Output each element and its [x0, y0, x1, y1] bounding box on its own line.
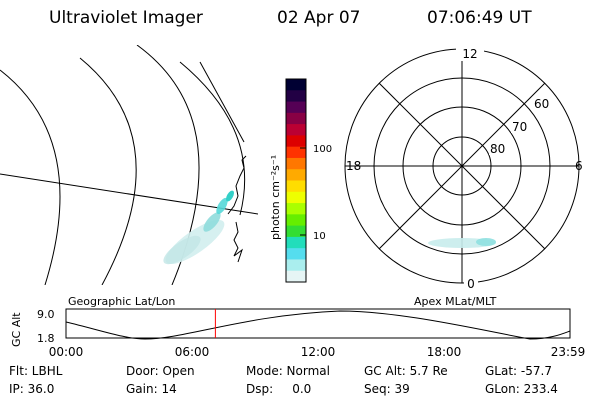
app-title: Ultraviolet Imager: [49, 8, 203, 28]
colorbar-unit-label: photon cm⁻²s⁻¹: [269, 155, 282, 240]
colorbar-swatch: [286, 101, 306, 114]
colorbar-swatch: [286, 259, 306, 272]
colorbar-swatch: [286, 157, 306, 170]
lat-label-70: 70: [512, 120, 527, 134]
colorbar-swatch: [286, 112, 306, 125]
colorbar-swatch: [286, 146, 306, 159]
mlt-label-12: 12: [462, 47, 477, 61]
filter-label: Flt: LBHL: [9, 364, 63, 378]
seq-label: Seq: 39: [364, 382, 410, 396]
colorbar-tick-100: 100: [313, 144, 332, 155]
colorbar-ticks: 100 10 photon cm⁻²s⁻¹: [269, 144, 332, 242]
colorbar-swatch: [286, 225, 306, 238]
orbit-xtick-1800: 18:00: [427, 345, 462, 359]
orbit-altitude-plot: GC Alt 9.0 1.8 00:00 06:00 12:00 18:00 2…: [10, 308, 585, 359]
colorbar-swatch: [286, 214, 306, 227]
apex-panel-label: Apex MLat/MLT: [414, 295, 497, 308]
terminator-line: [199, 61, 245, 143]
lat-arc-1: [0, 69, 61, 285]
colorbar-tick-10: 10: [313, 231, 326, 242]
lat-label-80: 80: [490, 142, 505, 156]
orbit-xtick-0000: 00:00: [49, 345, 84, 359]
orbit-ytick-min: 1.8: [37, 332, 55, 345]
orbit-ylabel: GC Alt: [10, 312, 23, 347]
colorbar: [285, 78, 307, 283]
mode-label: Mode: Normal: [246, 364, 330, 378]
glon-label: GLon: 233.4: [485, 382, 558, 396]
ip-label: IP: 36.0: [9, 382, 55, 396]
time-label: 07:06:49 UT: [427, 8, 532, 28]
colorbar-swatch: [286, 203, 306, 215]
geographic-map: [0, 45, 258, 285]
colorbar-swatch: [286, 79, 306, 91]
coastline: [227, 155, 247, 263]
altitude-curve: [65, 310, 571, 340]
lat-label-60: 60: [534, 97, 549, 111]
gc-alt-label: GC Alt: 5.7 Re: [364, 364, 448, 378]
lat-arc-2: [79, 57, 137, 285]
colorbar-swatch: [286, 90, 306, 103]
colorbar-swatch: [286, 124, 306, 136]
geographic-panel-label: Geographic Lat/Lon: [68, 295, 175, 308]
mlt-label-18: 18: [346, 159, 361, 173]
date-label: 02 Apr 07: [277, 8, 361, 28]
colorbar-swatch: [286, 135, 306, 148]
aurora-emission: [163, 190, 234, 265]
mlt-label-6: 6: [575, 159, 583, 173]
dsp-label: Dsp: 0.0: [246, 382, 312, 396]
glat-label: GLat: -57.7: [485, 364, 552, 378]
longitude-line: [0, 173, 258, 215]
polar-plot: 12 0 18 6 60 70 80: [344, 47, 583, 291]
orbit-xtick-2359: 23:59: [551, 345, 586, 359]
colorbar-swatch: [286, 236, 306, 249]
colorbar-swatch: [286, 169, 306, 182]
colorbar-swatch: [286, 180, 306, 193]
orbit-xtick-1200: 12:00: [301, 345, 336, 359]
orbit-xtick-0600: 06:00: [175, 345, 210, 359]
colorbar-swatch: [286, 270, 306, 283]
door-label: Door: Open: [126, 364, 195, 378]
orbit-ytick-max: 9.0: [37, 308, 55, 321]
gain-label: Gain: 14: [126, 382, 177, 396]
colorbar-swatch: [286, 191, 306, 204]
lat-arc-4: [179, 61, 246, 216]
colorbar-swatch: [286, 248, 306, 261]
mlt-label-0: 0: [467, 277, 475, 291]
